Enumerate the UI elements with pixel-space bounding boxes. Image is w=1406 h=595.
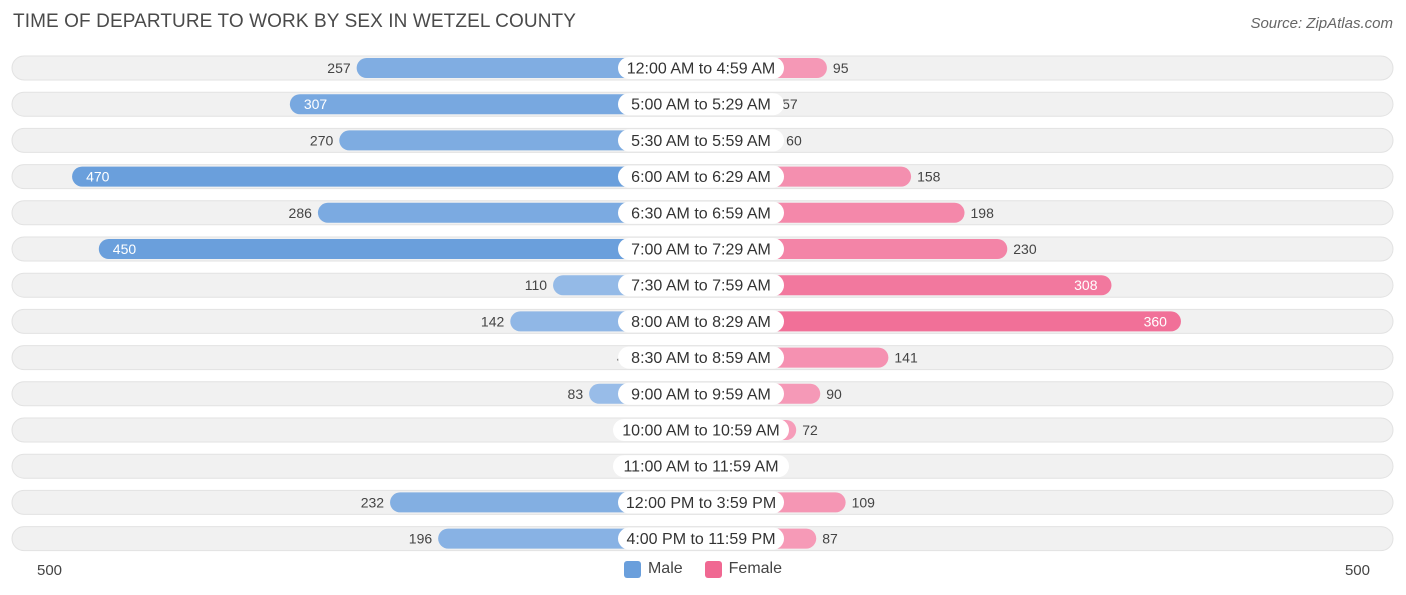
value-label-female: 308 xyxy=(1074,277,1098,293)
legend: Male Female xyxy=(0,560,1406,578)
category-pill xyxy=(618,346,784,369)
category-pill xyxy=(618,310,784,333)
value-label-female: 95 xyxy=(833,60,849,76)
category-pill xyxy=(618,93,784,116)
value-label-male: 142 xyxy=(481,313,505,329)
category-label: 6:30 AM to 6:59 AM xyxy=(631,205,771,222)
category-pill xyxy=(618,238,784,260)
value-label-male: 286 xyxy=(289,205,313,221)
category-label: 8:00 AM to 8:29 AM xyxy=(631,314,771,331)
category-label: 10:00 AM to 10:59 AM xyxy=(622,423,779,440)
category-label: 12:00 AM to 4:59 AM xyxy=(627,61,776,78)
legend-item-male[interactable]: Male xyxy=(623,560,683,578)
legend-label-female: Female xyxy=(728,560,783,577)
category-pill xyxy=(618,527,784,550)
category-pill xyxy=(618,274,784,297)
value-label-male: 232 xyxy=(361,494,385,510)
value-label-male: 470 xyxy=(86,169,110,185)
bar-male xyxy=(339,130,710,151)
value-label-female: 230 xyxy=(1013,241,1037,257)
value-label-female: 60 xyxy=(786,132,802,148)
bar-male xyxy=(317,202,710,223)
source-credit: Source: ZipAtlas.com xyxy=(1250,15,1393,32)
legend-swatch-female xyxy=(704,560,722,578)
legend-swatch-male xyxy=(623,560,641,578)
category-label: 6:00 AM to 6:29 AM xyxy=(631,169,771,186)
value-label-male: 257 xyxy=(327,60,351,76)
category-label: 8:30 AM to 8:59 AM xyxy=(631,350,771,367)
category-pill xyxy=(618,165,784,188)
value-label-male: 196 xyxy=(409,531,433,547)
category-label: 4:00 PM to 11:59 PM xyxy=(626,531,775,548)
category-pill xyxy=(618,129,784,152)
category-label: 9:00 AM to 9:59 AM xyxy=(631,386,771,403)
value-label-female: 141 xyxy=(894,350,918,366)
value-label-male: 450 xyxy=(113,241,137,257)
category-pill xyxy=(618,382,784,405)
bar-female xyxy=(690,311,1181,332)
value-label-female: 87 xyxy=(822,531,838,547)
chart-title: TIME OF DEPARTURE TO WORK BY SEX IN WETZ… xyxy=(13,11,577,32)
category-pill xyxy=(613,419,789,441)
category-pill xyxy=(618,201,784,224)
category-label: 7:30 AM to 7:59 AM xyxy=(631,278,771,295)
value-label-female: 90 xyxy=(826,386,842,402)
category-pill xyxy=(618,57,784,79)
category-label: 7:00 AM to 7:29 AM xyxy=(631,242,771,259)
value-label-female: 198 xyxy=(971,205,995,221)
value-label-male: 270 xyxy=(310,132,334,148)
value-label-female: 72 xyxy=(802,422,818,438)
category-label: 11:00 AM to 11:59 AM xyxy=(623,459,778,476)
value-label-male: 110 xyxy=(525,277,548,293)
category-label: 12:00 PM to 3:59 PM xyxy=(626,495,776,512)
bar-male xyxy=(72,166,710,187)
value-label-female: 109 xyxy=(852,494,876,510)
value-label-male: 307 xyxy=(304,96,328,112)
value-label-female: 360 xyxy=(1144,313,1168,329)
category-pill xyxy=(618,491,784,514)
category-pill xyxy=(613,455,789,478)
bar-male xyxy=(98,239,711,259)
value-label-female: 57 xyxy=(782,96,798,112)
category-label: 5:30 AM to 5:59 AM xyxy=(631,133,771,150)
legend-label-male: Male xyxy=(647,560,683,577)
category-label: 5:00 AM to 5:29 AM xyxy=(631,97,771,114)
bar-male xyxy=(289,94,710,115)
axis-label-right: 500 xyxy=(1344,562,1370,579)
legend-item-female[interactable]: Female xyxy=(704,560,783,578)
axis-label-left: 500 xyxy=(37,562,63,579)
value-label-male: 83 xyxy=(568,386,584,402)
value-label-female: 158 xyxy=(917,169,941,185)
bar-female xyxy=(690,275,1112,296)
